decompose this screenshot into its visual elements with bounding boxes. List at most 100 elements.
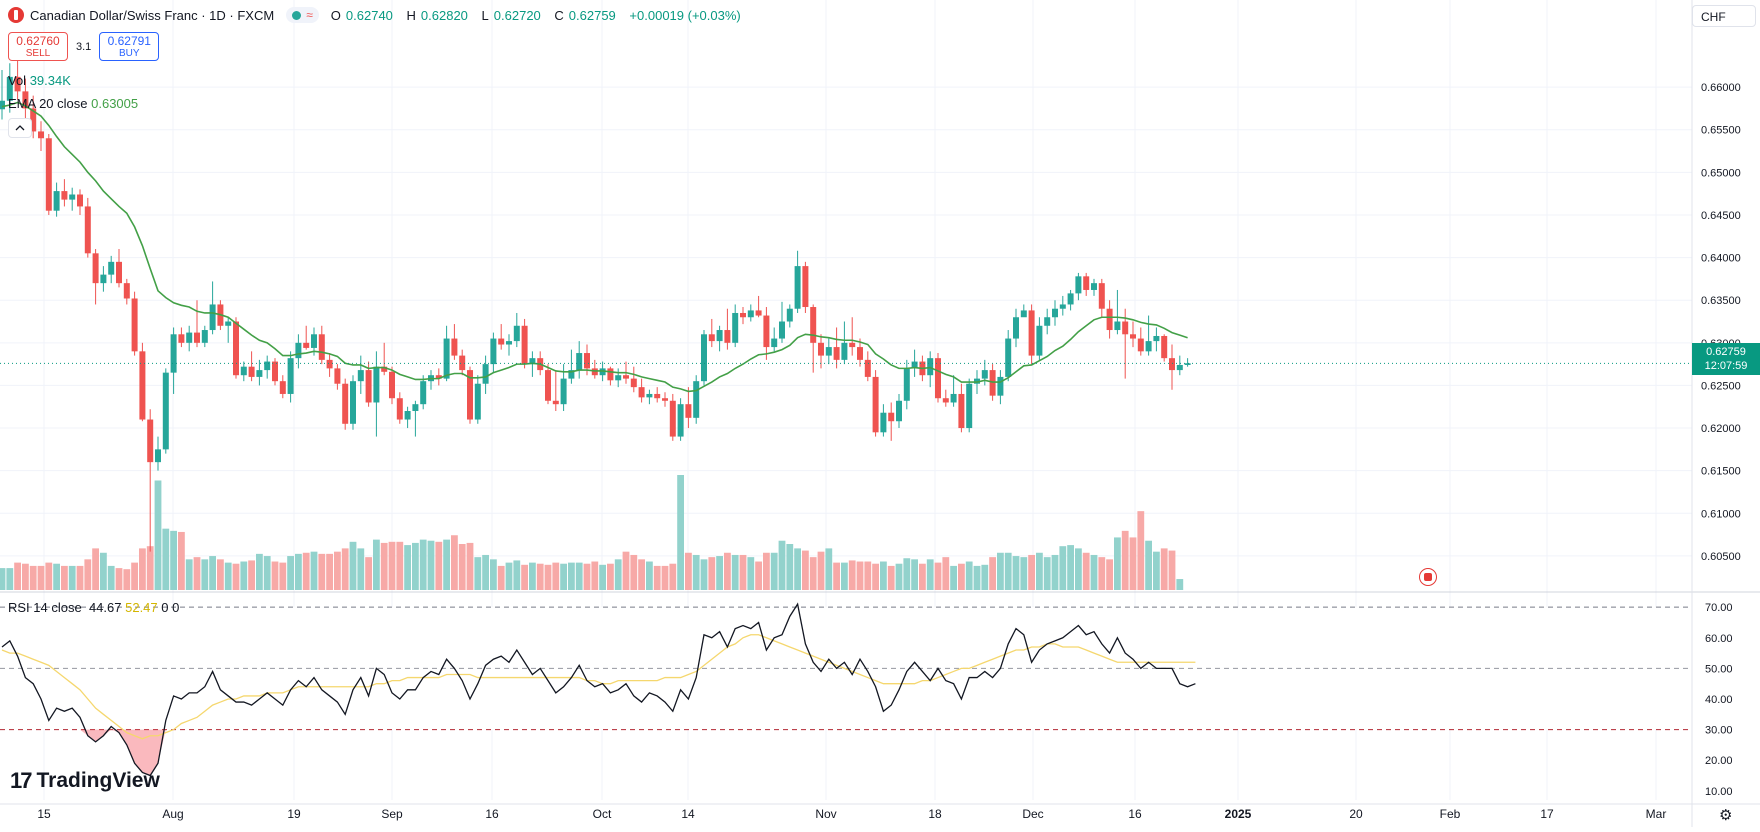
buy-price: 0.62791: [107, 34, 151, 48]
symbol-title[interactable]: Canadian Dollar/Swiss Franc · 1D · FXCM: [30, 7, 275, 23]
candle-body: [279, 381, 286, 394]
volume-legend[interactable]: Vol 39.34K: [8, 73, 71, 88]
candle-body: [1052, 308, 1058, 318]
candle: [1067, 289, 1074, 311]
candle: [513, 312, 520, 348]
high-label: H: [406, 7, 416, 23]
candle-body: [233, 321, 239, 376]
volume-bar: [310, 551, 318, 590]
candle: [1130, 321, 1136, 348]
rsi-legend[interactable]: RSI 14 close 44.67 52.47 0 0: [8, 600, 179, 615]
volume-bar: [1160, 548, 1168, 590]
volume-bar: [68, 565, 76, 590]
candle: [373, 351, 380, 437]
candle: [240, 361, 247, 382]
time-tick-label: Dec: [1022, 807, 1043, 821]
candle-body: [1161, 335, 1168, 359]
candle-body: [779, 321, 785, 339]
candle: [396, 392, 403, 424]
candle: [1176, 355, 1183, 376]
volume-bar: [295, 553, 302, 590]
volume-bar: [232, 563, 240, 590]
volume-bar: [76, 565, 84, 590]
volume-bar: [490, 559, 497, 590]
volume-bar: [630, 554, 638, 590]
candle: [708, 318, 715, 348]
volume-bar: [794, 548, 801, 590]
candle: [490, 332, 497, 373]
collapse-legend-button[interactable]: [8, 118, 32, 138]
volume-bar: [1121, 530, 1129, 590]
volume-bar: [864, 561, 872, 590]
candle-body: [966, 383, 973, 429]
currency-label: CHF: [1701, 10, 1726, 24]
candle-body: [318, 334, 325, 360]
volume-bar: [263, 556, 271, 590]
candle-body: [209, 304, 216, 331]
candle: [849, 317, 856, 356]
symbol-icon[interactable]: [8, 7, 24, 23]
volume-bar: [638, 559, 645, 590]
candle-body: [443, 338, 450, 379]
candle-body: [201, 330, 208, 343]
candle: [903, 359, 910, 410]
volume-bar: [692, 554, 700, 590]
candle-body: [747, 310, 754, 318]
candle-body: [1137, 338, 1144, 352]
candle: [1169, 344, 1175, 390]
volume-bar: [349, 541, 357, 590]
candle-body: [147, 419, 154, 463]
candle: [77, 189, 83, 215]
candle-body: [482, 364, 489, 384]
candle: [966, 378, 973, 433]
volume-bar: [880, 561, 887, 590]
candle-body: [326, 359, 333, 369]
symbol-legend: Canadian Dollar/Swiss Franc · 1D · FXCM …: [8, 5, 746, 25]
candle: [997, 370, 1004, 405]
candle-body: [459, 355, 466, 371]
tradingview-logo[interactable]: 17 TradingView: [10, 768, 160, 794]
candle-body: [654, 393, 661, 399]
candle: [841, 321, 848, 365]
candle-body: [389, 371, 395, 399]
market-status-badge[interactable]: ≈: [286, 7, 319, 23]
candle: [607, 366, 614, 386]
ema-line: [0, 101, 1692, 393]
candle: [1020, 304, 1027, 318]
candle-body: [381, 366, 388, 372]
candle-body: [435, 375, 442, 379]
candle: [568, 349, 575, 384]
candle-body: [61, 191, 68, 200]
candle: [233, 317, 239, 379]
candle: [755, 295, 762, 318]
volume-bar: [505, 562, 513, 590]
candle: [474, 375, 481, 424]
candle-body: [989, 370, 996, 396]
candle: [1013, 308, 1019, 348]
candle-body: [1098, 283, 1105, 309]
candle: [194, 300, 200, 348]
candle-body: [615, 375, 622, 381]
volume-bar: [716, 556, 723, 590]
candle: [350, 375, 356, 430]
candle-body: [630, 378, 637, 388]
candle: [701, 330, 707, 386]
candle-body: [84, 206, 91, 254]
candle: [435, 368, 442, 386]
candle-body: [849, 342, 856, 348]
candle-body: [357, 370, 364, 382]
candle-body: [287, 358, 294, 394]
buy-button[interactable]: 0.62791 BUY: [99, 32, 160, 61]
settings-gear-icon[interactable]: ⚙: [1719, 807, 1733, 824]
candle-body: [365, 370, 372, 403]
volume-bar: [1075, 548, 1082, 590]
candle: [45, 133, 52, 215]
ema-legend[interactable]: EMA 20 close 0.63005: [8, 96, 138, 111]
sell-button[interactable]: 0.62760 SELL: [8, 32, 68, 61]
candle-body: [911, 361, 918, 369]
currency-selector[interactable]: CHF: [1692, 5, 1756, 27]
canada-flag-icon[interactable]: [1419, 568, 1437, 586]
volume-bar: [591, 561, 599, 590]
